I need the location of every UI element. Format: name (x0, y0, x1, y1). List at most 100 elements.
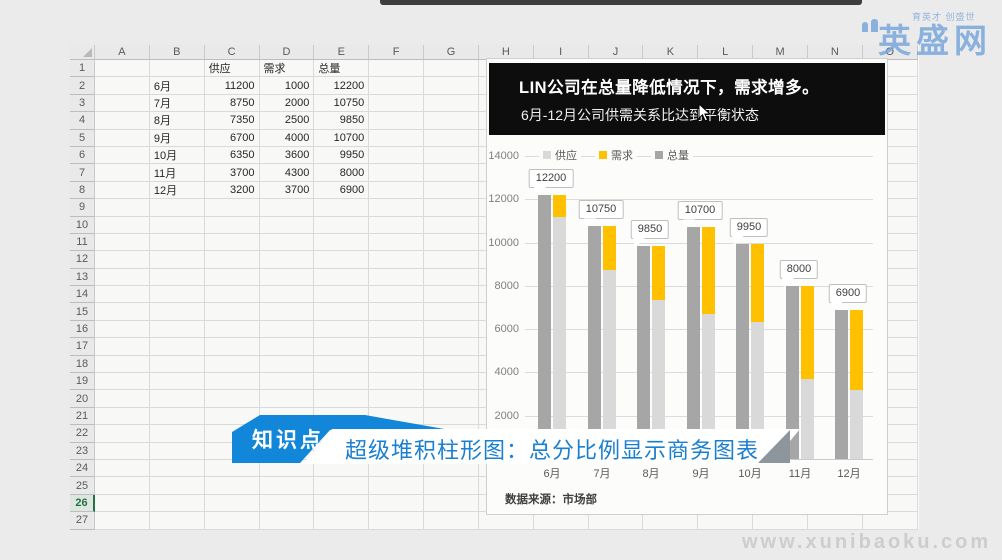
row-header-6[interactable]: 6 (70, 146, 95, 165)
cell-G14[interactable] (424, 286, 479, 304)
cell-B22[interactable] (149, 425, 205, 443)
cell-E27[interactable] (314, 512, 370, 530)
bar-total-8月[interactable] (637, 245, 650, 459)
row-header-5[interactable]: 5 (70, 129, 95, 147)
cell-A7[interactable] (95, 164, 150, 182)
cell-B23[interactable] (149, 442, 205, 460)
cell-O26[interactable] (862, 494, 918, 513)
cell-H27[interactable] (478, 512, 534, 530)
bar-supply-12月[interactable] (850, 389, 863, 459)
y-axis-tick[interactable]: 2000 (494, 409, 519, 422)
cell-F2[interactable] (369, 77, 425, 95)
cell-A11[interactable] (95, 233, 150, 252)
cell-G4[interactable] (424, 112, 479, 130)
y-axis-tick[interactable]: 8000 (494, 279, 519, 292)
cell-E1[interactable]: 总量 (314, 60, 370, 78)
column-header-B[interactable]: B (149, 45, 205, 60)
cell-A3[interactable] (95, 94, 150, 113)
cell-E14[interactable] (314, 286, 370, 304)
cell-G17[interactable] (424, 338, 479, 356)
cell-B9[interactable] (149, 199, 205, 217)
cell-F11[interactable] (369, 233, 425, 252)
cell-O6[interactable] (862, 146, 918, 165)
cell-O13[interactable] (862, 268, 918, 287)
cell-G15[interactable] (424, 303, 479, 321)
cell-G20[interactable] (424, 390, 479, 408)
cell-E25[interactable] (314, 477, 370, 495)
bar-demand-11月[interactable] (801, 285, 814, 379)
x-axis-tick-6月[interactable]: 6月 (543, 468, 561, 480)
cell-O3[interactable] (862, 94, 918, 113)
cell-D8[interactable]: 3700 (259, 181, 315, 200)
cell-O14[interactable] (862, 286, 918, 304)
cell-B27[interactable] (149, 512, 205, 530)
cell-G9[interactable] (424, 199, 479, 217)
y-axis-tick[interactable]: 10000 (488, 236, 519, 249)
cell-E2[interactable]: 12200 (314, 77, 370, 95)
cell-B17[interactable] (149, 338, 205, 356)
cell-F7[interactable] (369, 164, 425, 182)
cell-G2[interactable] (424, 77, 479, 95)
cell-G26[interactable] (424, 494, 479, 513)
cell-B24[interactable] (149, 459, 205, 478)
cell-A19[interactable] (95, 373, 150, 391)
cell-C13[interactable] (204, 268, 260, 287)
cell-G7[interactable] (424, 164, 479, 182)
cell-N27[interactable] (807, 512, 863, 530)
cell-E13[interactable] (314, 268, 370, 287)
cell-A22[interactable] (95, 425, 150, 443)
cell-D18[interactable] (259, 355, 315, 374)
cell-G1[interactable] (424, 60, 479, 78)
cell-C6[interactable]: 6350 (204, 146, 260, 165)
cell-A4[interactable] (95, 112, 150, 130)
cell-C26[interactable] (204, 494, 260, 513)
cell-B7[interactable]: 11月 (149, 164, 205, 182)
cell-F19[interactable] (369, 373, 425, 391)
cell-E17[interactable] (314, 338, 370, 356)
cell-G12[interactable] (424, 251, 479, 269)
cell-D16[interactable] (259, 320, 315, 339)
cell-F13[interactable] (369, 268, 425, 287)
cell-F27[interactable] (369, 512, 425, 530)
cell-A8[interactable] (95, 181, 150, 200)
row-header-24[interactable]: 24 (70, 459, 95, 478)
cell-O27[interactable] (862, 512, 918, 530)
y-axis-tick[interactable]: 14000 (488, 150, 519, 162)
row-header-4[interactable]: 4 (70, 112, 95, 130)
cell-G25[interactable] (424, 477, 479, 495)
cell-B21[interactable] (149, 407, 205, 426)
cell-G8[interactable] (424, 181, 479, 200)
cell-A15[interactable] (95, 303, 150, 321)
cell-E20[interactable] (314, 390, 370, 408)
row-header-15[interactable]: 15 (70, 303, 95, 321)
cell-A6[interactable] (95, 146, 150, 165)
column-header-A[interactable]: A (95, 45, 150, 60)
x-axis-tick-9月[interactable]: 9月 (692, 468, 710, 480)
bar-demand-8月[interactable] (652, 245, 665, 300)
cell-B5[interactable]: 9月 (149, 129, 205, 147)
cell-B1[interactable] (149, 60, 205, 78)
cell-F25[interactable] (369, 477, 425, 495)
cell-D20[interactable] (259, 390, 315, 408)
cell-F16[interactable] (369, 320, 425, 339)
column-header-G[interactable]: G (424, 45, 479, 60)
cell-B13[interactable] (149, 268, 205, 287)
column-header-C[interactable]: C (204, 45, 260, 60)
cell-F26[interactable] (369, 494, 425, 513)
cell-G24[interactable] (424, 459, 479, 478)
cell-A20[interactable] (95, 390, 150, 408)
row-header-3[interactable]: 3 (70, 94, 95, 113)
row-header-25[interactable]: 25 (70, 477, 95, 495)
cell-D15[interactable] (259, 303, 315, 321)
cell-E4[interactable]: 9850 (314, 112, 370, 130)
cell-G16[interactable] (424, 320, 479, 339)
cell-D7[interactable]: 4300 (259, 164, 315, 182)
cell-D11[interactable] (259, 233, 315, 252)
row-header-12[interactable]: 12 (70, 251, 95, 269)
bar-total-7月[interactable] (588, 226, 601, 459)
cell-F10[interactable] (369, 216, 425, 234)
cell-A16[interactable] (95, 320, 150, 339)
cell-B12[interactable] (149, 251, 205, 269)
y-axis-tick[interactable]: 4000 (494, 366, 519, 379)
cell-O21[interactable] (862, 407, 918, 426)
